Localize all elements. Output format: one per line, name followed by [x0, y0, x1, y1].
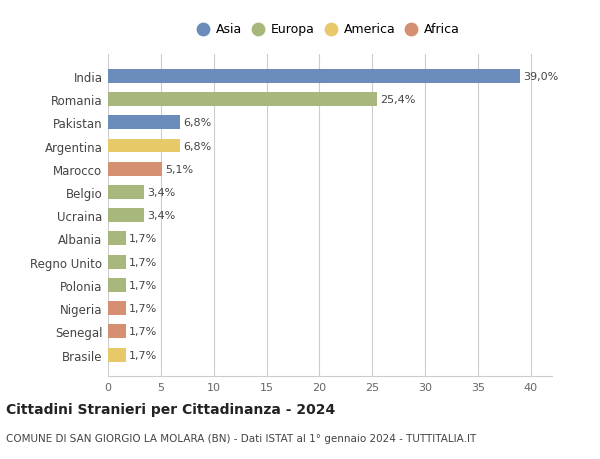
Text: 5,1%: 5,1% [165, 164, 193, 174]
Bar [108, 255, 126, 269]
Text: 1,7%: 1,7% [129, 257, 157, 267]
Bar [108, 116, 180, 130]
Bar [108, 93, 377, 107]
Bar [108, 139, 180, 153]
Bar [108, 302, 126, 315]
Text: 3,4%: 3,4% [147, 188, 175, 197]
Text: 1,7%: 1,7% [129, 303, 157, 313]
Text: 3,4%: 3,4% [147, 211, 175, 221]
Text: Cittadini Stranieri per Cittadinanza - 2024: Cittadini Stranieri per Cittadinanza - 2… [6, 402, 335, 416]
Text: 25,4%: 25,4% [380, 95, 415, 105]
Bar [108, 325, 126, 339]
Text: COMUNE DI SAN GIORGIO LA MOLARA (BN) - Dati ISTAT al 1° gennaio 2024 - TUTTITALI: COMUNE DI SAN GIORGIO LA MOLARA (BN) - D… [6, 433, 476, 442]
Text: 1,7%: 1,7% [129, 280, 157, 290]
Bar [108, 278, 126, 292]
Bar [108, 209, 144, 223]
Bar [108, 162, 162, 176]
Legend: Asia, Europa, America, Africa: Asia, Europa, America, Africa [196, 20, 464, 40]
Bar [108, 348, 126, 362]
Text: 6,8%: 6,8% [183, 118, 211, 128]
Text: 1,7%: 1,7% [129, 350, 157, 360]
Text: 6,8%: 6,8% [183, 141, 211, 151]
Text: 39,0%: 39,0% [523, 72, 559, 82]
Bar [108, 70, 520, 84]
Bar [108, 185, 144, 200]
Text: 1,7%: 1,7% [129, 234, 157, 244]
Text: 1,7%: 1,7% [129, 327, 157, 336]
Bar [108, 232, 126, 246]
